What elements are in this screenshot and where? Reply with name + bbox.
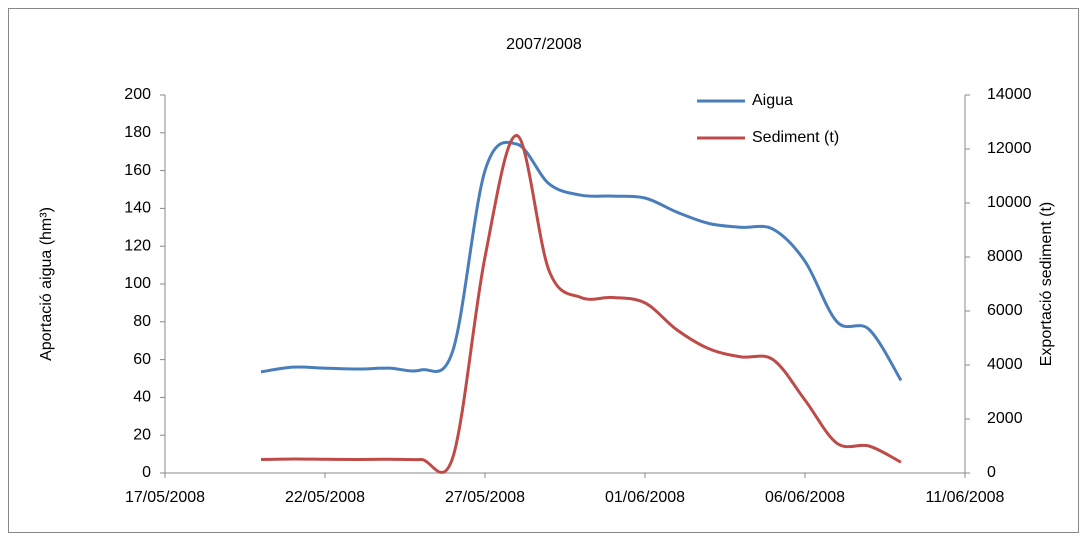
y2-tick-label: 4000 bbox=[987, 356, 1023, 373]
chart-border bbox=[8, 8, 1079, 533]
x-tick-label: 06/06/2008 bbox=[765, 489, 845, 506]
y2-axis-title: Exportació sediment (t) bbox=[1038, 202, 1055, 367]
legend-label: Aigua bbox=[752, 92, 793, 109]
y-tick-label: 120 bbox=[124, 237, 151, 254]
y2-tick-label: 12000 bbox=[987, 140, 1032, 157]
y-tick-label: 20 bbox=[133, 426, 151, 443]
y-tick-label: 180 bbox=[124, 124, 151, 141]
y-tick-label: 140 bbox=[124, 200, 151, 217]
y2-tick-label: 14000 bbox=[987, 86, 1032, 103]
y-tick-label: 100 bbox=[124, 275, 151, 292]
x-tick-label: 01/06/2008 bbox=[605, 489, 685, 506]
y2-tick-label: 8000 bbox=[987, 248, 1023, 265]
y-tick-label: 160 bbox=[124, 162, 151, 179]
x-tick-label: 27/05/2008 bbox=[445, 489, 525, 506]
y-tick-label: 0 bbox=[142, 464, 151, 481]
y2-tick-label: 6000 bbox=[987, 302, 1023, 319]
legend-label: Sediment (t) bbox=[752, 129, 839, 146]
y-tick-label: 60 bbox=[133, 351, 151, 368]
y-tick-label: 40 bbox=[133, 389, 151, 406]
series-line bbox=[260, 140, 903, 382]
y2-tick-label: 0 bbox=[987, 464, 996, 481]
y-tick-label: 200 bbox=[124, 86, 151, 103]
y2-tick-label: 2000 bbox=[987, 410, 1023, 427]
y-axis-title: Aportació aigua (hm³) bbox=[38, 207, 55, 361]
chart-title: 2007/2008 bbox=[506, 36, 582, 53]
x-tick-label: 11/06/2008 bbox=[926, 489, 1005, 506]
y-tick-label: 80 bbox=[133, 313, 151, 330]
y2-tick-label: 10000 bbox=[987, 194, 1032, 211]
x-tick-label: 22/05/2008 bbox=[285, 489, 365, 506]
x-tick-label: 17/05/2008 bbox=[125, 489, 205, 506]
series-line bbox=[260, 134, 902, 474]
